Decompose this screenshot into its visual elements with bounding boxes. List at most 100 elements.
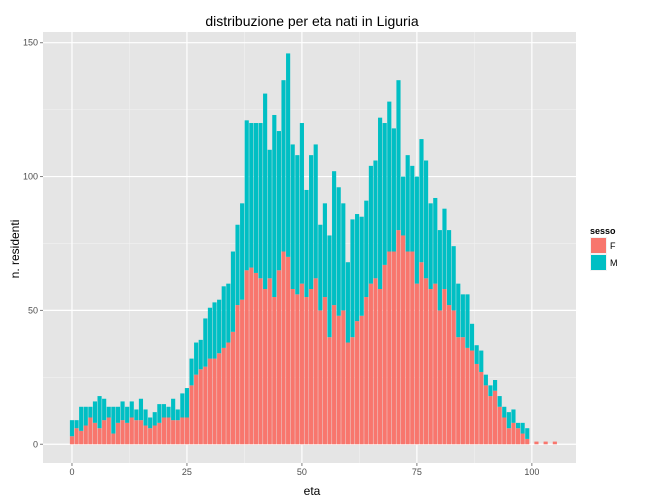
- bar-f: [359, 315, 364, 445]
- bar-m: [244, 120, 249, 271]
- bar-m: [332, 171, 337, 306]
- bar-m: [148, 417, 153, 429]
- bar-m: [515, 422, 521, 429]
- bar-m: [382, 123, 387, 265]
- bar-m: [497, 396, 502, 407]
- bar-f: [387, 251, 392, 445]
- bar-m: [364, 200, 369, 298]
- legend-swatch-f: [591, 238, 606, 253]
- bar-m: [230, 251, 235, 332]
- bar-m: [221, 286, 226, 348]
- x-tick-label: 100: [524, 467, 539, 477]
- bar-m: [253, 123, 258, 273]
- bar-f: [166, 417, 171, 445]
- bar-f: [230, 331, 235, 445]
- bar-f: [240, 299, 245, 445]
- bar-f: [474, 363, 479, 445]
- bar-m: [295, 155, 300, 295]
- bar-m: [488, 385, 493, 397]
- legend-label-m: M: [610, 258, 618, 268]
- bar-f: [368, 283, 373, 445]
- bar-f: [520, 433, 525, 445]
- bar-m: [299, 123, 304, 284]
- bar-m: [483, 374, 488, 386]
- legend-title: sesso: [590, 226, 616, 236]
- bar-m: [97, 396, 102, 429]
- bar-m: [309, 155, 314, 289]
- bar-m: [134, 409, 139, 421]
- bar-f: [212, 358, 217, 445]
- bar-m: [525, 428, 530, 439]
- y-tick-label: 150: [23, 38, 38, 48]
- bar-f: [217, 353, 222, 445]
- x-tick-label: 25: [182, 467, 192, 477]
- bar-f: [419, 262, 424, 445]
- bar-f: [405, 251, 410, 445]
- bar-f: [138, 420, 144, 445]
- bar-f: [424, 278, 429, 445]
- legend-swatch-m: [591, 255, 606, 270]
- bar-f: [244, 270, 249, 445]
- bar-f: [483, 385, 488, 445]
- bar-f: [304, 297, 309, 445]
- bar-m: [152, 412, 157, 426]
- bar-f: [364, 297, 369, 445]
- bar-m: [125, 406, 130, 423]
- bar-m: [442, 208, 447, 289]
- bar-f: [203, 366, 208, 445]
- bar-f: [253, 272, 258, 445]
- bar-m: [157, 404, 162, 423]
- bar-f: [378, 288, 383, 445]
- bar-m: [469, 323, 475, 351]
- legend: sesso F M: [590, 226, 618, 271]
- bar-f: [469, 350, 475, 445]
- bar-f: [249, 267, 254, 445]
- bar-m: [396, 80, 401, 231]
- bar-m: [286, 53, 291, 257]
- bar-m: [92, 401, 98, 423]
- bar-f: [152, 425, 157, 445]
- bar-m: [387, 101, 392, 252]
- bar-m: [373, 160, 378, 279]
- bar-f: [286, 256, 291, 445]
- bar-f: [290, 288, 295, 445]
- bar-m: [290, 144, 295, 289]
- bar-f: [401, 235, 406, 445]
- bar-m: [115, 406, 121, 423]
- bar-m: [401, 176, 406, 236]
- bar-f: [414, 283, 419, 445]
- bar-f: [456, 337, 461, 445]
- bar-f: [83, 425, 88, 445]
- bar-m: [267, 149, 272, 279]
- bar-m: [502, 406, 507, 418]
- bar-m: [203, 318, 208, 367]
- bar-f: [433, 283, 438, 445]
- x-axis-ticks: 0 25 50 75 100: [69, 463, 539, 477]
- y-tick-label: 0: [33, 439, 38, 449]
- y-axis-title: n. residenti: [8, 220, 22, 279]
- series-f-bars: [69, 230, 557, 445]
- bar-f: [267, 278, 272, 445]
- series-m-bars: [69, 53, 530, 439]
- bar-f: [157, 422, 162, 445]
- bar-f: [492, 390, 498, 445]
- bar-f: [341, 310, 346, 445]
- bar-f: [175, 420, 180, 445]
- bar-f: [511, 422, 516, 445]
- bar-m: [143, 409, 148, 426]
- bar-f: [451, 310, 456, 445]
- bar-f: [221, 347, 226, 445]
- bar-f: [442, 288, 447, 445]
- bar-m: [414, 176, 419, 284]
- bar-f: [125, 422, 130, 445]
- bar-f: [322, 297, 327, 445]
- bar-m: [506, 412, 511, 429]
- legend-label-f: F: [610, 241, 616, 251]
- bar-m: [207, 307, 213, 359]
- bar-f: [194, 374, 199, 445]
- bar-m: [345, 262, 350, 343]
- bar-m: [171, 398, 176, 421]
- bar-m: [341, 203, 346, 311]
- bar-f: [148, 428, 153, 445]
- bar-f: [497, 406, 502, 445]
